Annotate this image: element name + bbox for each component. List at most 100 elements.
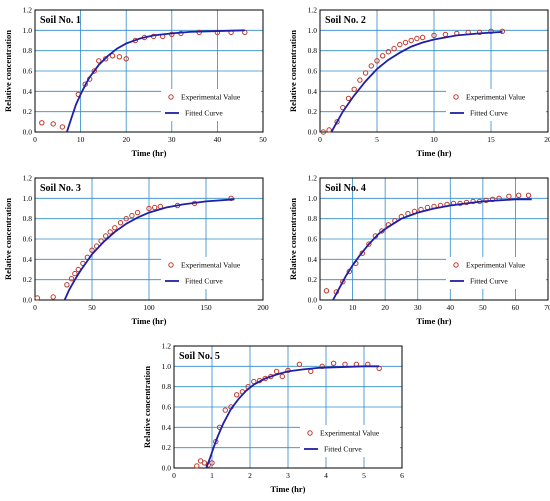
experimental-point — [103, 233, 109, 239]
experimental-point — [323, 288, 330, 294]
y-tick-label: 0.2 — [162, 443, 172, 452]
y-tick-label: 0.4 — [23, 255, 33, 264]
experimental-point — [330, 360, 337, 366]
fitted-curve-line — [63, 198, 235, 301]
experimental-point — [72, 270, 78, 277]
y-tick-label: 1.2 — [308, 174, 318, 183]
legend-box — [161, 89, 261, 121]
y-tick-label: 0.4 — [308, 255, 318, 264]
experimental-point — [50, 294, 56, 300]
plot-frame — [34, 177, 264, 301]
x-tick-label: 100 — [143, 303, 155, 312]
legend-marker-experimental — [453, 94, 459, 100]
experimental-point — [91, 68, 98, 74]
experimental-point — [326, 127, 332, 133]
y-tick-label: 0.2 — [23, 275, 33, 284]
chart-panel-soil-3: 0 50 100 150 200 0.0 0.2 0.4 0.6 0.8 1.0 1.2 Time (h… — [0, 170, 269, 333]
experimental-point — [334, 119, 340, 125]
experimental-point — [222, 407, 229, 413]
legend-label-experimental: Experimental Value — [466, 93, 526, 102]
experimental-point — [109, 53, 116, 59]
legend-label-experimental: Experimental Value — [466, 261, 526, 270]
legend-box — [161, 257, 261, 289]
y-axis-label: Relative concentration — [288, 198, 298, 280]
x-tick-label: 0 — [318, 303, 322, 312]
experimental-point — [408, 37, 414, 44]
fitted-curve-line — [330, 31, 503, 133]
legend-box — [300, 425, 400, 457]
legend-label-fitted: Fitted Curve — [470, 109, 508, 118]
plot-frame — [319, 9, 549, 133]
y-axis-label: Relative concentration — [3, 198, 13, 280]
x-tick-label: 10 — [349, 303, 357, 312]
x-tick-label: 30 — [168, 135, 176, 144]
experimental-point — [397, 41, 403, 48]
chart-title: Soil No. 1 — [40, 15, 81, 26]
chart-title: Soil No. 2 — [325, 15, 366, 26]
chart-svg: 0 50 100 150 200 0.0 0.2 0.4 0.6 0.8 1.0 1.2 Time (h… — [3, 174, 269, 327]
experimental-point — [152, 204, 158, 211]
experimental-point — [308, 368, 314, 375]
legend: Experimental Value Fitted Curve — [446, 89, 546, 121]
experimental-point — [50, 121, 56, 127]
plot-frame — [34, 9, 264, 133]
experimental-point — [134, 209, 141, 216]
experimental-point — [442, 31, 449, 38]
experimental-point — [516, 192, 522, 198]
y-tick-label: 1.0 — [308, 26, 318, 35]
experimental-point — [366, 241, 372, 247]
experimental-point — [342, 361, 348, 367]
experimental-point — [59, 124, 66, 130]
y-axis-label: Relative concentration — [3, 30, 13, 112]
chart-svg: 0 10 20 30 40 50 0.0 0.2 0.4 0.6 0.8 1.0 1.2 Time (hr… — [3, 6, 267, 159]
x-tick-label: 4 — [324, 471, 328, 480]
y-tick-label: 0.8 — [23, 46, 33, 55]
y-axis-label: Relative concentration — [288, 30, 298, 112]
y-tick-label: 0.2 — [308, 275, 318, 284]
y-tick-label: 1.0 — [162, 362, 172, 371]
experimental-point — [374, 58, 380, 64]
y-tick-label: 1.2 — [23, 6, 33, 15]
legend-marker-experimental — [168, 262, 174, 268]
experimental-point — [116, 54, 123, 60]
experimental-point — [402, 39, 409, 46]
legend-label-fitted: Fitted Curve — [185, 277, 223, 286]
chart-panel-soil-4: 0 10 20 30 40 50 60 70 0.0 0.2 0.4 0.6 0.8 1.0 1.2 Time… — [285, 170, 550, 333]
experimental-point — [470, 198, 476, 205]
chart-svg: 0 1 2 3 4 5 6 0.0 0.2 0.4 0.6 0.8 1.0 1.2 Time (hr) Rel… — [142, 342, 404, 495]
chart-panel-soil-5: 0 1 2 3 4 5 6 0.0 0.2 0.4 0.6 0.8 1.0 1.2 Time (hr) Rel… — [139, 338, 404, 501]
x-tick-label: 20 — [122, 135, 130, 144]
chart-title: Soil No. 5 — [179, 351, 220, 362]
experimental-point — [89, 247, 95, 253]
experimental-point — [380, 53, 386, 59]
fitted-curve-line — [205, 365, 380, 469]
fitted-curve-line — [332, 198, 532, 301]
experimental-point — [117, 220, 124, 226]
experimental-point — [414, 35, 420, 42]
y-tick-label: 0.4 — [308, 87, 318, 96]
experimental-point — [296, 361, 303, 367]
experimental-point — [391, 45, 397, 52]
x-tick-label: 50 — [479, 303, 487, 312]
x-tick-label: 1 — [210, 471, 214, 480]
legend: Experimental Value Fitted Curve — [300, 425, 400, 457]
legend: Experimental Value Fitted Curve — [446, 257, 546, 289]
legend-marker-experimental — [168, 94, 174, 100]
y-tick-label: 0.0 — [308, 128, 318, 137]
experimental-point — [34, 295, 40, 301]
x-tick-label: 0 — [172, 471, 176, 480]
experimental-point — [279, 373, 286, 380]
plot-frame — [319, 177, 549, 301]
x-tick-label: 3 — [286, 471, 290, 480]
experimental-point — [242, 29, 248, 36]
y-tick-label: 1.2 — [308, 6, 318, 15]
experimental-point — [112, 225, 118, 231]
x-tick-label: 200 — [257, 303, 269, 312]
y-tick-label: 0.8 — [308, 46, 318, 55]
x-tick-label: 10 — [430, 135, 438, 144]
y-tick-label: 0.8 — [23, 214, 33, 223]
experimental-point — [209, 460, 215, 466]
x-tick-label: 40 — [214, 135, 222, 144]
experimental-point — [385, 49, 392, 55]
x-tick-label: 40 — [447, 303, 455, 312]
